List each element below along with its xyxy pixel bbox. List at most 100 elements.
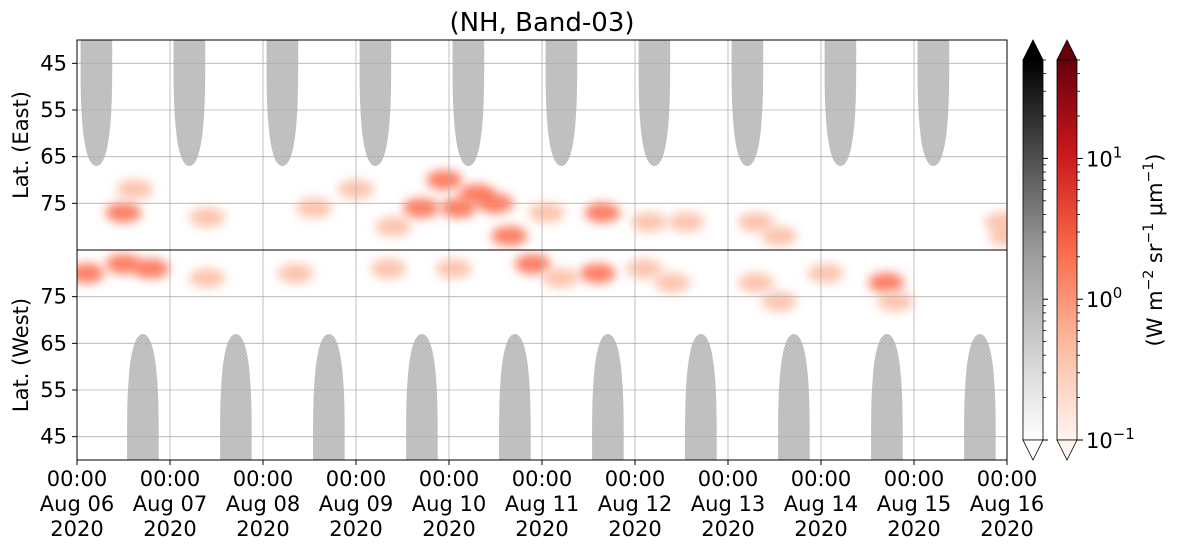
xtick-label-0-0: 00:00 [47, 467, 108, 491]
cbar-tick-exponent-1: 0 [1113, 284, 1123, 302]
xtick-label-4-2: 2020 [422, 517, 475, 541]
reds-colorbar-top-extend [1056, 39, 1078, 61]
radiance-blob-5 [375, 216, 412, 237]
xtick-label-1-1: Aug 07 [133, 492, 207, 516]
xtick-label-6-0: 00:00 [605, 467, 666, 491]
gray-colorbar [1022, 39, 1044, 461]
east-panel [77, 40, 1007, 250]
xtick-label-2-1: Aug 08 [226, 492, 300, 516]
east-ytick-label-0: 45 [40, 51, 67, 75]
xtick-label-4-0: 00:00 [419, 467, 480, 491]
cbar-tick-label-2: 10−1 [1086, 425, 1135, 453]
y-ticks: 45 55 65 75 75 65 55 45 [40, 51, 77, 449]
daylight-cone-west-0 [127, 334, 159, 460]
east-ytick-label-1: 55 [40, 98, 67, 122]
radiance-blob-29 [579, 263, 616, 284]
xtick-label-5-0: 00:00 [512, 467, 573, 491]
daylight-cone-west-9 [964, 334, 996, 460]
daylight-cone-east-2 [266, 40, 299, 166]
xtick-label-10-0: 00:00 [977, 467, 1038, 491]
xtick-label-2-0: 00:00 [233, 467, 294, 491]
radiance-blob-31 [654, 272, 691, 293]
radiance-blob-3 [296, 198, 333, 218]
west-ylabel: Lat. (West) [9, 298, 33, 412]
xtick-label-8-1: Aug 14 [784, 492, 858, 516]
radiance-blob-2 [189, 207, 226, 228]
radiance-blob-0 [105, 202, 142, 223]
daylight-cone-east-1 [173, 40, 206, 166]
xtick-label-7-2: 2020 [701, 517, 754, 541]
daylight-cone-east-9 [917, 40, 950, 166]
cbar-tick-label-0: 101 [1086, 143, 1122, 171]
xtick-label-7-0: 00:00 [698, 467, 759, 491]
xtick-label-0-2: 2020 [50, 517, 103, 541]
xtick-label-9-0: 00:00 [884, 467, 945, 491]
radiance-blob-24 [277, 263, 314, 284]
xtick-label-0-1: Aug 06 [40, 492, 114, 516]
west-panel [77, 250, 1007, 460]
radiance-blob-26 [435, 258, 472, 279]
xtick-label-5-2: 2020 [515, 517, 568, 541]
xtick-label-3-0: 00:00 [326, 467, 387, 491]
xtick-label-10-2: 2020 [980, 517, 1033, 541]
xtick-label-7-1: Aug 13 [691, 492, 765, 516]
reds-colorbar-body [1056, 59, 1078, 441]
xtick-label-1-2: 2020 [143, 517, 196, 541]
radiance-blob-32 [737, 272, 774, 293]
radiance-blob-23 [189, 268, 226, 288]
east-ylabel: Lat. (East) [9, 91, 33, 199]
radiance-blob-17 [761, 226, 798, 246]
colorbar-label-part-3: −1 [1141, 223, 1157, 244]
xtick-label-6-2: 2020 [608, 517, 661, 541]
daylight-cone-west-1 [220, 334, 252, 460]
cbar-tick-exponent-0: 1 [1113, 143, 1123, 161]
daylight-cone-east-3 [359, 40, 392, 166]
radiance-blob-12 [528, 202, 565, 223]
radiance-blob-21 [105, 254, 142, 274]
daylight-cone-west-7 [778, 334, 810, 460]
colorbar-label: (W m−2 sr−1 μm−1) [1141, 154, 1167, 347]
colorbar-label-part-6: ) [1143, 154, 1167, 162]
daylight-cone-east-0 [80, 40, 113, 166]
west-ytick-label-0: 75 [40, 285, 67, 309]
daylight-cone-east-8 [824, 40, 857, 166]
west-ytick-label-3: 45 [40, 425, 67, 449]
radiance-blob-28 [542, 268, 579, 288]
colorbar-label-part-5: −1 [1141, 162, 1157, 183]
xtick-label-4-1: Aug 10 [412, 492, 486, 516]
radiance-blob-13 [584, 202, 621, 223]
radiance-blob-20 [77, 263, 105, 284]
daylight-cone-west-2 [313, 334, 345, 460]
radiance-blob-16 [737, 212, 774, 232]
east-ytick-label-3: 75 [40, 191, 67, 215]
xtick-label-9-1: Aug 15 [877, 492, 951, 516]
xtick-label-8-0: 00:00 [791, 467, 852, 491]
daylight-cone-west-5 [592, 334, 624, 460]
radiance-blob-19 [989, 226, 1007, 246]
west-ytick-label-1: 65 [40, 331, 67, 355]
radiance-blob-22 [133, 258, 170, 279]
xtick-label-1-0: 00:00 [140, 467, 201, 491]
radiance-blob-11 [491, 226, 528, 246]
cbar-tick-exponent-2: −1 [1113, 425, 1135, 443]
colorbar-label-part-0: (W m [1143, 290, 1167, 346]
daylight-cone-west-6 [685, 334, 717, 460]
radiance-blob-30 [626, 258, 663, 279]
radiance-blob-15 [668, 212, 705, 232]
radiance-blob-6 [403, 198, 440, 218]
gray-colorbar-top-extend [1022, 39, 1044, 61]
reds-colorbar-bottom-extend [1056, 439, 1078, 461]
xtick-label-5-1: Aug 11 [505, 492, 579, 516]
xtick-label-9-2: 2020 [887, 517, 940, 541]
reds-colorbar [1056, 39, 1078, 461]
colorbar-label-part-1: −2 [1141, 270, 1157, 291]
xtick-label-2-2: 2020 [236, 517, 289, 541]
daylight-cone-west-4 [499, 334, 531, 460]
colorbar-label-part-4: μm [1143, 182, 1167, 223]
xtick-label-6-1: Aug 12 [598, 492, 672, 516]
radiance-blob-33 [761, 291, 798, 312]
radiance-blob-14 [630, 212, 667, 232]
radiance-blob-34 [807, 263, 844, 284]
